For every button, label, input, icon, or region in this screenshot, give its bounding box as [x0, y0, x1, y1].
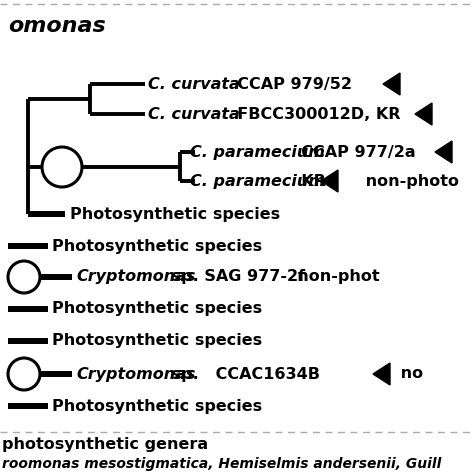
Polygon shape — [321, 170, 338, 192]
Text: C. curvata: C. curvata — [148, 76, 240, 91]
Text: C. paramecium: C. paramecium — [190, 173, 325, 189]
Polygon shape — [373, 363, 390, 385]
Polygon shape — [435, 141, 452, 163]
Text: Cryptomonas: Cryptomonas — [76, 270, 195, 284]
Text: Cryptomonas: Cryptomonas — [76, 366, 195, 382]
Text: non-photo: non-photo — [360, 173, 459, 189]
Text: no: no — [395, 366, 423, 382]
Text: C. paramecium: C. paramecium — [190, 145, 325, 159]
Text: Photosynthetic species: Photosynthetic species — [52, 334, 262, 348]
Text: CCAP 979/52: CCAP 979/52 — [226, 76, 352, 91]
Text: FBCC300012D, KR: FBCC300012D, KR — [226, 107, 401, 121]
Text: CCAP 977/2a: CCAP 977/2a — [290, 145, 416, 159]
Text: sp.   CCAC1634B: sp. CCAC1634B — [166, 366, 320, 382]
Text: Photosynthetic species: Photosynthetic species — [52, 301, 262, 317]
Text: C. curvata: C. curvata — [148, 107, 240, 121]
Text: omonas: omonas — [8, 16, 106, 36]
Text: sp. SAG 977-2f: sp. SAG 977-2f — [166, 270, 305, 284]
Polygon shape — [383, 73, 400, 95]
Text: photosynthetic genera: photosynthetic genera — [2, 437, 208, 452]
Text: non-phot: non-phot — [286, 270, 380, 284]
Text: KR: KR — [290, 173, 326, 189]
Text: Photosynthetic species: Photosynthetic species — [52, 238, 262, 254]
Text: roomonas mesostigmatica, Hemiselmis andersenii, Guill: roomonas mesostigmatica, Hemiselmis ande… — [2, 457, 441, 471]
Polygon shape — [415, 103, 432, 125]
Text: Photosynthetic species: Photosynthetic species — [70, 207, 280, 221]
Text: Photosynthetic species: Photosynthetic species — [52, 399, 262, 413]
